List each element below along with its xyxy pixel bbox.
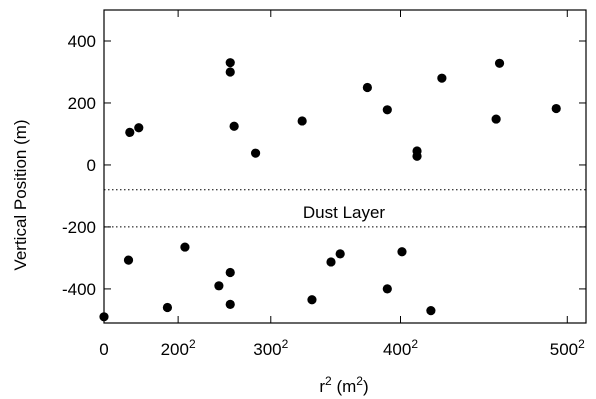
y-tick-label: 200 [68, 94, 96, 113]
x-axis-label-units-open: (m [332, 377, 357, 396]
x-axis-label-base: r [319, 377, 325, 396]
x-tick-label: 3002 [253, 337, 288, 359]
data-point-15 [551, 103, 561, 114]
data-point-20 [214, 281, 224, 291]
dust-layer-label: Dust Layer [303, 203, 386, 222]
data-point-22 [225, 299, 235, 310]
data-point-21 [225, 267, 235, 278]
x-tick-label: 2002 [161, 337, 196, 359]
plot-frame [103, 9, 587, 324]
data-point-3 [225, 58, 235, 68]
data-point-7 [297, 116, 307, 126]
data-point-2 [134, 123, 144, 133]
data-point-19 [180, 242, 190, 252]
x-axis-label-units-sup: 2 [356, 374, 363, 388]
data-point-11 [412, 151, 422, 161]
data-point-16 [99, 312, 109, 322]
data-point-4 [225, 67, 235, 77]
x-tick-label: 5002 [550, 337, 585, 359]
data-point-26 [382, 284, 392, 294]
data-points [99, 58, 561, 322]
data-point-9 [382, 105, 392, 115]
data-point-14 [491, 114, 501, 124]
data-point-12 [437, 73, 447, 83]
data-point-27 [397, 247, 407, 257]
axes [103, 9, 587, 324]
data-point-6 [250, 148, 261, 158]
x-tick-label: 4002 [383, 337, 418, 359]
data-point-23 [307, 295, 317, 305]
data-point-25 [335, 249, 345, 259]
y-tick-label: 0 [87, 156, 96, 175]
y-tick-label: -200 [62, 218, 96, 237]
data-point-1 [125, 127, 135, 138]
x-tick-label: 0 [99, 340, 108, 359]
data-point-18 [162, 302, 173, 313]
x-axis-label-base-sup: 2 [325, 374, 332, 388]
data-point-17 [123, 255, 134, 265]
data-point-5 [229, 121, 239, 131]
ticks: 400 200 0 -200 -400 0 2002 3002 4002 5002 [62, 10, 586, 359]
y-tick-label: 400 [68, 32, 96, 51]
x-axis-label-units-close: ) [363, 377, 369, 396]
data-point-13 [494, 58, 505, 68]
y-axis-label: Vertical Position (m) [11, 119, 30, 270]
reference-lines [104, 189, 586, 228]
data-point-28 [426, 306, 436, 316]
data-point-8 [362, 82, 372, 93]
data-point-24 [326, 257, 336, 267]
x-axis-label: r2 (m2) [319, 374, 368, 396]
y-tick-label: -400 [62, 280, 96, 299]
